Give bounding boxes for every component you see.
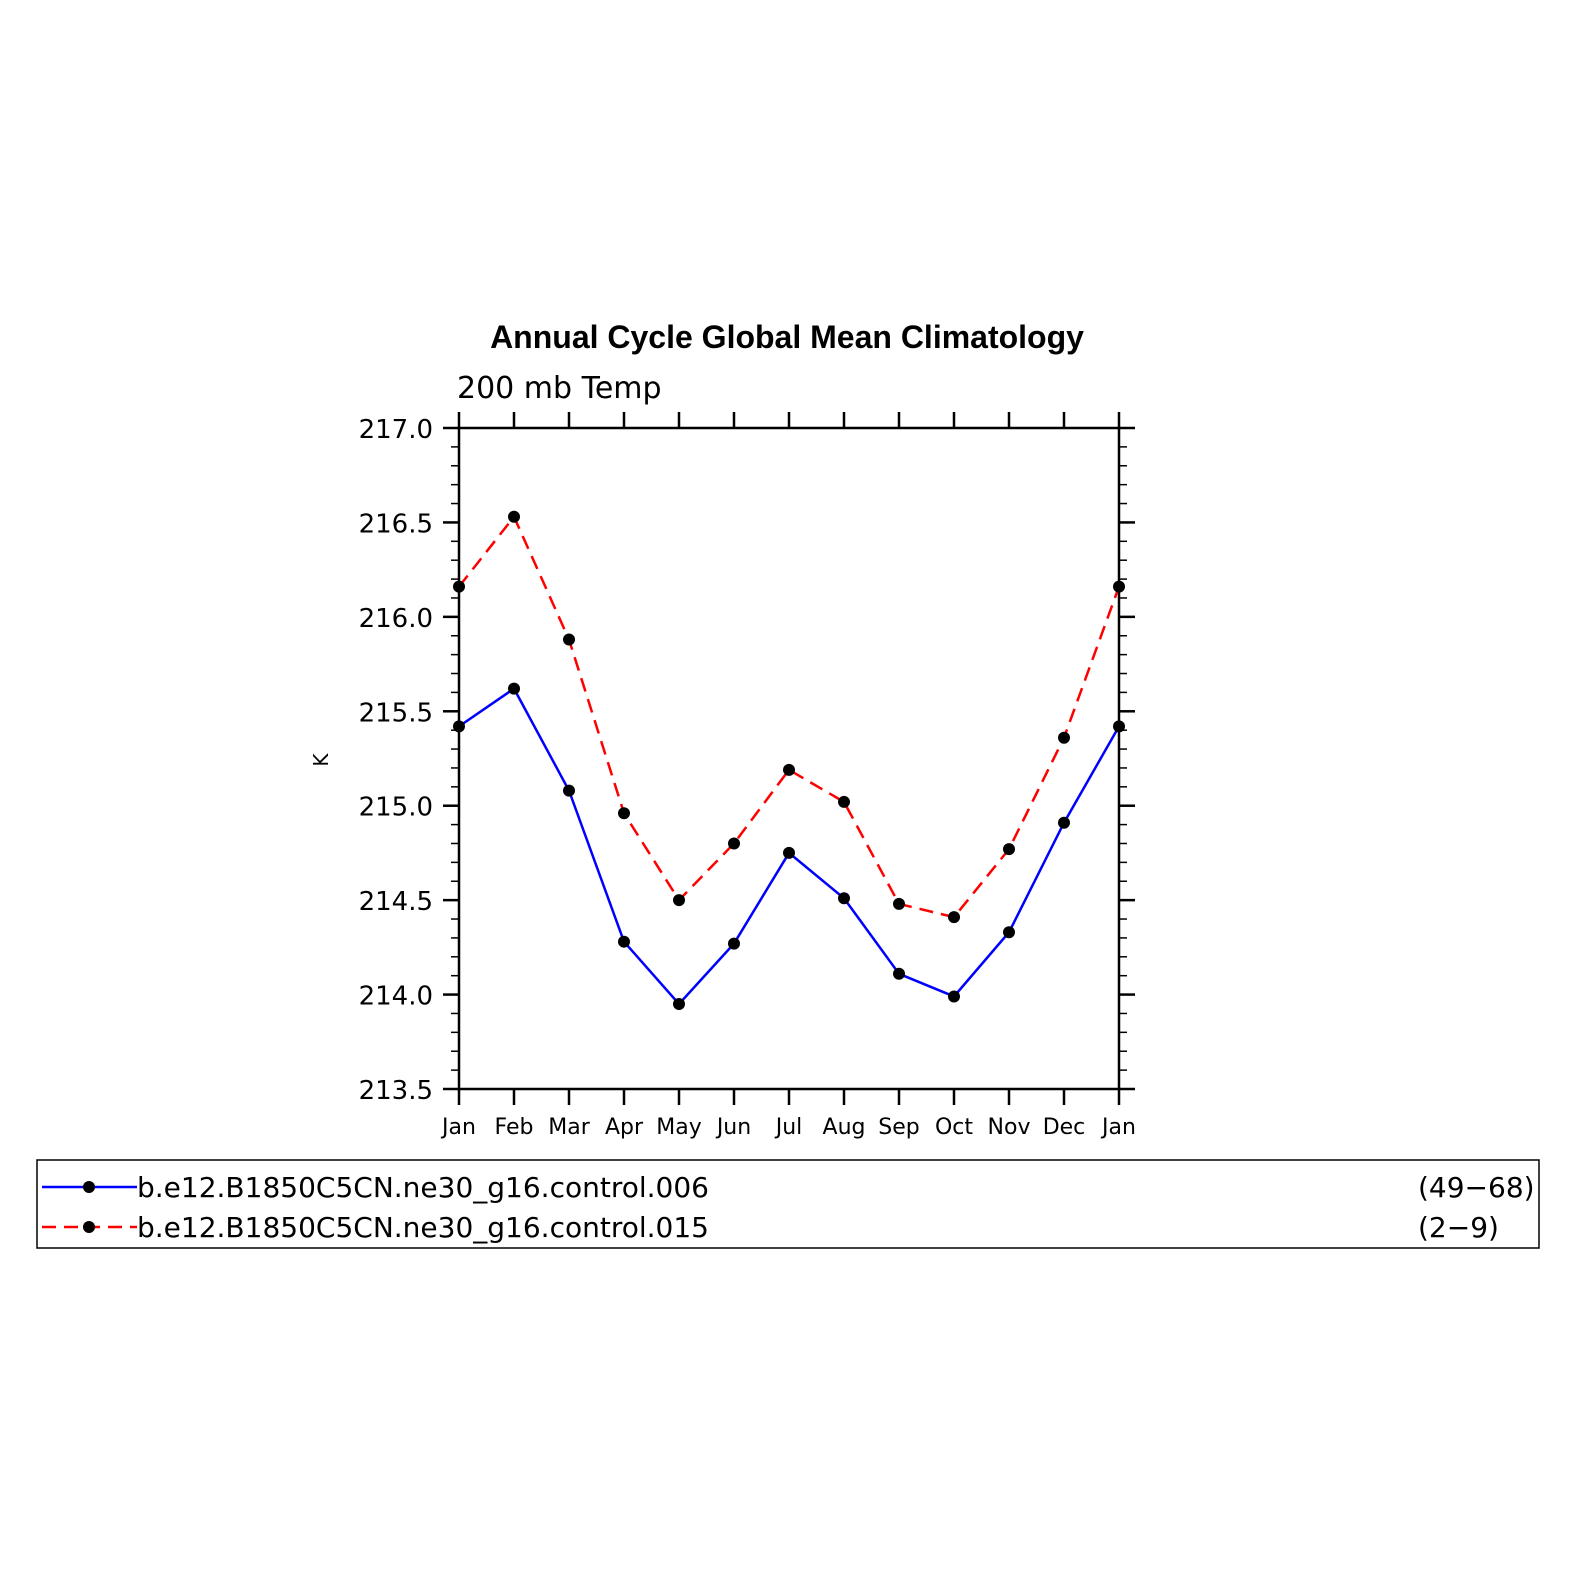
y-tick-label: 216.5 [359, 509, 433, 539]
legend-box [36, 1159, 1540, 1249]
legend-years-2: (2−9) [1418, 1211, 1499, 1244]
legend-marker-1 [83, 1181, 95, 1193]
x-tick-label: Apr [605, 1115, 644, 1140]
series-2-point [563, 633, 575, 646]
series-1-point [1003, 926, 1015, 939]
x-tick-label: Jun [715, 1115, 751, 1140]
series-line-1 [458, 686, 1121, 1006]
chart-title: Annual Cycle Global Mean Climatology [490, 319, 1084, 355]
x-tick-label: Oct [935, 1115, 973, 1140]
series-1-point [838, 892, 850, 905]
series-layer [453, 510, 1125, 1011]
y-tick-label: 216.0 [359, 604, 433, 634]
series-2-point [508, 510, 520, 523]
series-2-point [673, 894, 685, 907]
series-1-point [563, 784, 575, 797]
x-tick-label: Nov [988, 1115, 1031, 1140]
series-1-point [618, 935, 630, 948]
plot-frame [457, 426, 1121, 1091]
series-1-point [783, 846, 795, 859]
x-tick-label: May [656, 1115, 701, 1140]
series-1-point [673, 998, 685, 1011]
legend-label-2: b.e12.B1850C5CN.ne30_g16.control.015 [137, 1211, 709, 1244]
series-2-point [838, 795, 850, 808]
series-2-point [783, 763, 795, 776]
series-2-point [728, 837, 740, 850]
legend-years-1: (49−68) [1418, 1171, 1535, 1204]
series-1-point [948, 990, 960, 1003]
series-2-point [1058, 731, 1070, 744]
legend: b.e12.B1850C5CN.ne30_g16.control.006 (49−… [42, 1171, 1535, 1244]
plot-axes: 213.5 214.0 214.5 215.0 215.5 216.0 216.5 217.0… [359, 412, 1136, 1140]
series-1-point [508, 682, 520, 695]
series-2-point [948, 911, 960, 924]
x-tick-label: Jan [1100, 1115, 1136, 1140]
x-tick-label: Dec [1043, 1115, 1086, 1140]
legend-marker-2 [83, 1221, 95, 1233]
x-tick-label: Aug [823, 1115, 866, 1140]
x-tick-label: Sep [878, 1115, 919, 1140]
y-tick-label: 217.0 [359, 415, 433, 445]
x-tick-label: Feb [495, 1115, 534, 1140]
series-2-point [453, 580, 465, 593]
series-1-point [728, 937, 740, 950]
chart-subtitle: 200 mb Temp [457, 371, 662, 406]
series-2-point [893, 897, 905, 910]
y-tick-label: 214.0 [359, 982, 433, 1012]
series-2-point [1003, 843, 1015, 856]
series-1-point [1113, 720, 1125, 733]
series-1-point [1058, 816, 1070, 829]
y-tick-label: 214.5 [359, 887, 433, 917]
series-1-point [453, 720, 465, 733]
x-tick-label: Jan [440, 1115, 476, 1140]
series-2-point [618, 807, 630, 820]
y-tick-label: 215.5 [359, 698, 433, 728]
y-tick-label: 215.0 [359, 793, 433, 823]
x-tick-label: Mar [548, 1115, 590, 1140]
y-tick-label: 213.5 [359, 1076, 433, 1106]
y-axis-label: K [309, 753, 333, 767]
series-1-point [893, 967, 905, 980]
legend-label-1: b.e12.B1850C5CN.ne30_g16.control.006 [137, 1171, 709, 1204]
x-tick-label: Jul [774, 1115, 803, 1140]
series-2-point [1113, 580, 1125, 593]
